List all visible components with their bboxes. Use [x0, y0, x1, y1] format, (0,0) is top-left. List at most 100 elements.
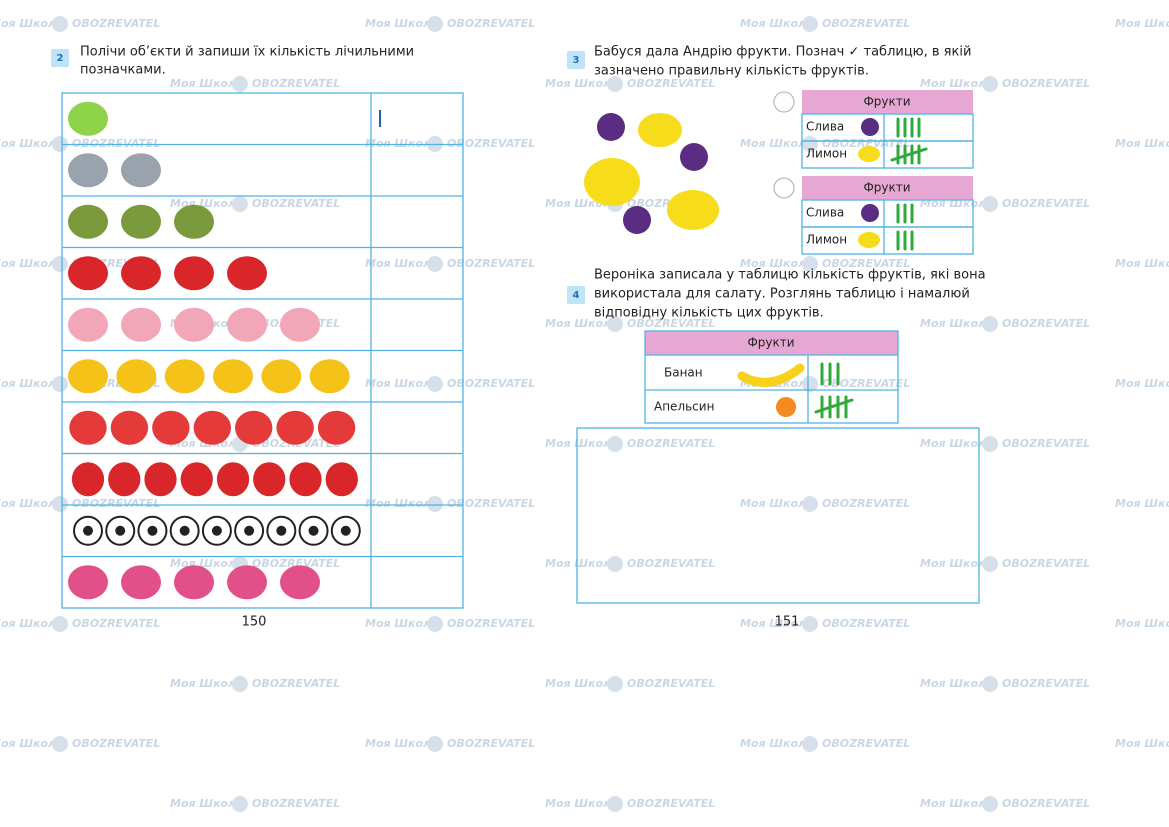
picture: [121, 307, 161, 342]
watermark-logo: [982, 196, 998, 212]
watermark-logo: [52, 136, 68, 152]
picture: [71, 462, 105, 497]
fruit-icon: [858, 146, 880, 162]
ball-patch: [244, 525, 255, 536]
watermark-logo: [982, 676, 998, 692]
watermark-brand: Моя Школа: [1115, 497, 1169, 510]
page-number: 151: [775, 615, 800, 630]
ball-patch: [115, 525, 126, 536]
watermark-brand: Моя Школа: [0, 497, 64, 510]
picture: [227, 565, 267, 600]
watermark-brand: Моя Школа: [920, 317, 994, 330]
watermark-brand: Моя Школа: [1115, 257, 1169, 270]
watermark-logo: [232, 76, 248, 92]
watermark-partner: OBOZREVATEL: [447, 257, 535, 270]
watermark-partner: OBOZREVATEL: [252, 557, 340, 570]
picture: [68, 565, 108, 600]
watermark-brand: Моя Школа: [1115, 17, 1169, 30]
watermark-brand: Моя Школа: [365, 617, 439, 630]
watermark-brand: Моя Школа: [0, 737, 64, 750]
watermark-logo: [802, 496, 818, 512]
task-badge: [567, 51, 585, 69]
watermark-partner: OBOZREVATEL: [447, 737, 535, 750]
watermark-logo: [52, 256, 68, 272]
picture: [68, 153, 108, 188]
picture: [289, 462, 322, 497]
watermark-brand: Моя Школа: [365, 137, 439, 150]
fruit-icon: [861, 118, 879, 136]
row-label: Слива: [806, 206, 844, 220]
instruction: відповідну кількість цих фруктів.: [594, 306, 824, 321]
watermark-partner: OBOZREVATEL: [822, 17, 910, 30]
table-row: [801, 140, 974, 169]
fruits-picture: [584, 113, 719, 234]
watermark-logo: [982, 76, 998, 92]
picture: [180, 462, 213, 497]
watermark-partner: OBOZREVATEL: [72, 137, 160, 150]
watermark-partner: OBOZREVATEL: [72, 497, 160, 510]
picture: [68, 204, 108, 239]
picture: [174, 256, 214, 291]
picture: [121, 256, 161, 291]
table-header-bg: [802, 90, 973, 114]
instruction: Бабуся дала Андрію фрукти. Познач ✓ табл…: [594, 45, 971, 60]
task-number: 2: [57, 53, 64, 64]
watermark-partner: OBOZREVATEL: [1002, 197, 1090, 210]
watermark-logo: [427, 16, 443, 32]
watermark-brand: Моя Школа: [920, 437, 994, 450]
watermark-brand: Моя Школа: [365, 17, 439, 30]
table-row: [801, 226, 974, 255]
watermark-brand: Моя Школа: [170, 797, 244, 810]
watermark-partner: OBOZREVATEL: [252, 677, 340, 690]
picture: [68, 256, 108, 291]
watermark-logo: [427, 496, 443, 512]
watermark-brand: Моя Школа: [545, 797, 619, 810]
instruction: Вероніка записала у таблицю кількість фр…: [594, 268, 986, 283]
picture: [227, 256, 267, 291]
table-header: Фрукти: [747, 336, 794, 350]
task-badge: [51, 49, 69, 67]
watermark-logo: [232, 676, 248, 692]
picture: [317, 410, 356, 445]
picture: [69, 410, 107, 445]
answer-circle: [773, 177, 795, 199]
tally: [896, 117, 921, 138]
ball-patch: [276, 525, 287, 536]
row-label: Лимон: [806, 147, 847, 161]
picture: [121, 565, 161, 600]
picture: [213, 359, 253, 394]
watermark-logo: [982, 796, 998, 812]
table-header-bg: [802, 176, 973, 200]
watermark-partner: OBOZREVATEL: [447, 377, 535, 390]
tally-cross: [890, 147, 928, 162]
watermark-partner: OBOZREVATEL: [822, 737, 910, 750]
picture: [174, 307, 214, 342]
picture: [121, 204, 161, 239]
watermark-logo: [607, 556, 623, 572]
watermark-partner: OBOZREVATEL: [822, 617, 910, 630]
watermark-partner: OBOZREVATEL: [627, 677, 715, 690]
watermark-partner: OBOZREVATEL: [1002, 797, 1090, 810]
watermark-brand: Моя Школа: [365, 257, 439, 270]
picture: [116, 359, 157, 394]
picture: [325, 462, 358, 497]
watermark-partner: OBOZREVATEL: [72, 737, 160, 750]
watermark-brand: Моя Школа: [545, 677, 619, 690]
watermark-brand: Моя Школа: [545, 77, 619, 90]
picture: [68, 359, 108, 394]
watermark-brand: Моя Школа: [0, 17, 64, 30]
watermark-logo: [802, 256, 818, 272]
watermark-partner: OBOZREVATEL: [1002, 317, 1090, 330]
watermark-partner: OBOZREVATEL: [447, 17, 535, 30]
picture: [174, 204, 214, 239]
watermark-logo: [52, 616, 68, 632]
watermark-partner: OBOZREVATEL: [1002, 437, 1090, 450]
picture: [110, 410, 149, 445]
picture: [174, 565, 214, 600]
fruit-icon: [858, 232, 880, 248]
picture: [164, 359, 205, 394]
watermark-logo: [52, 736, 68, 752]
watermark-partner: OBOZREVATEL: [252, 77, 340, 90]
watermark-partner: OBOZREVATEL: [447, 497, 535, 510]
watermark-brand: Моя Школа: [920, 557, 994, 570]
